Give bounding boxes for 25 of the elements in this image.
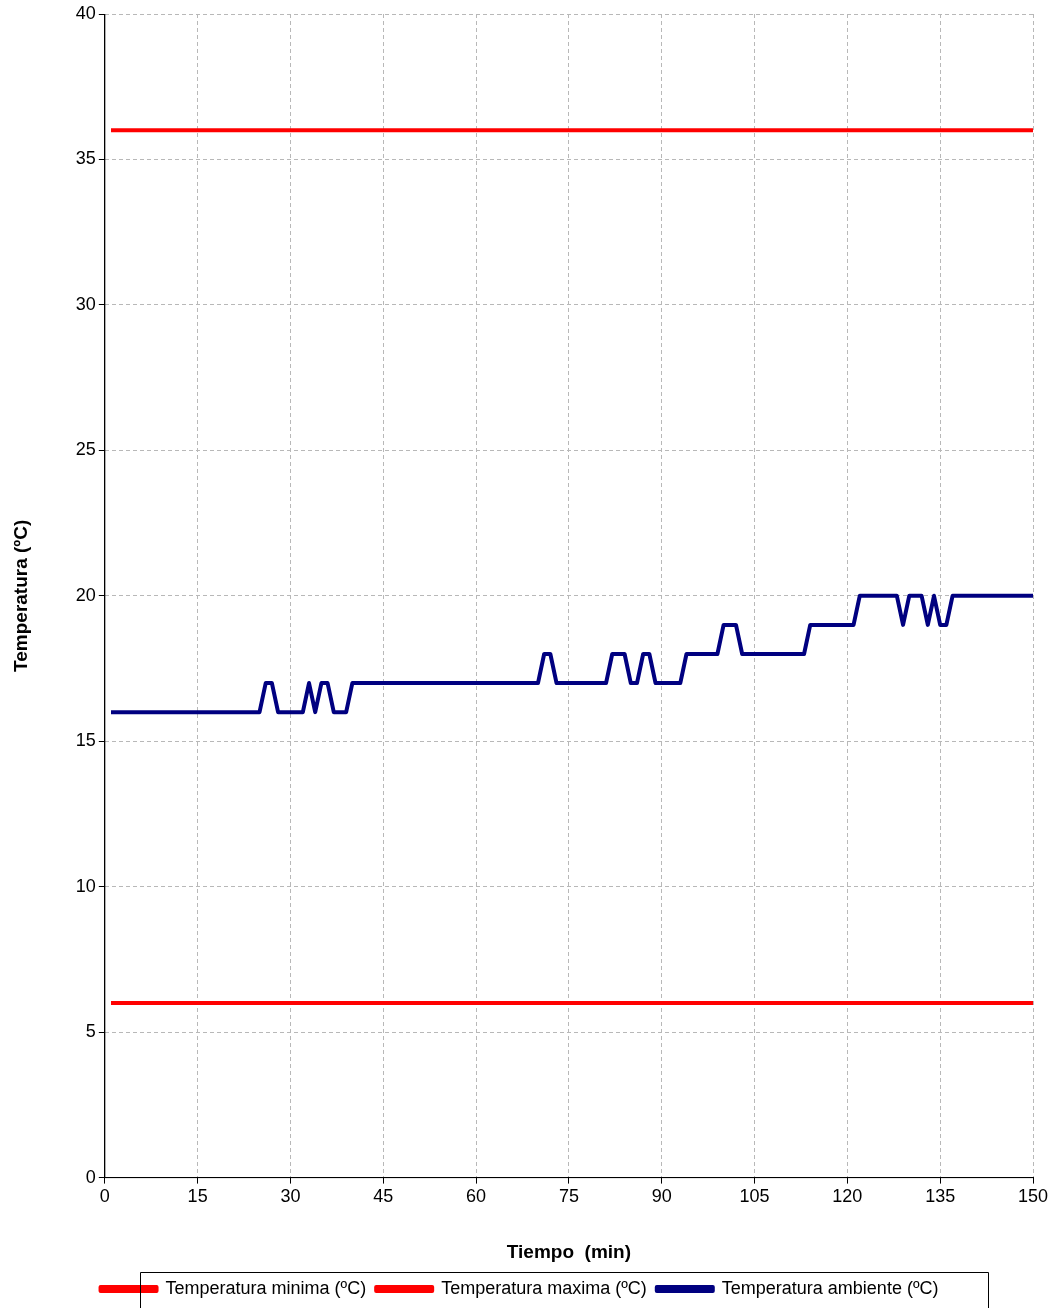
x-tick-label: 0 xyxy=(99,1186,110,1207)
y-tick-label: 40 xyxy=(75,2,96,23)
y-tick-label: 30 xyxy=(75,293,96,314)
x-tick-label: 75 xyxy=(558,1186,579,1207)
x-tick-label: 45 xyxy=(373,1186,394,1207)
x-tick-label: 60 xyxy=(466,1186,487,1207)
y-tick-label: 10 xyxy=(75,875,96,896)
legend-label: Temperatura maxima (ºC) xyxy=(441,1277,647,1298)
x-tick-label: 135 xyxy=(925,1186,956,1207)
y-tick-label: 35 xyxy=(75,148,96,169)
x-tick-label: 15 xyxy=(187,1186,208,1207)
y-axis-title: Temperatura (ºC) xyxy=(9,519,31,672)
x-tick-label: 150 xyxy=(1017,1186,1049,1207)
x-tick-label: 105 xyxy=(739,1186,770,1207)
legend-label: Temperatura ambiente (ºC) xyxy=(721,1277,939,1298)
y-tick-label: 20 xyxy=(75,584,96,605)
y-tick-label: 25 xyxy=(75,439,96,460)
x-tick-label: 30 xyxy=(280,1186,301,1207)
legend-label: Temperatura minima (ºC) xyxy=(165,1277,367,1298)
y-tick-label: 15 xyxy=(75,730,96,751)
y-tick-label: 5 xyxy=(85,1021,96,1042)
x-axis-title: Tiempo (min) xyxy=(506,1240,632,1262)
y-tick-label: 0 xyxy=(85,1166,96,1187)
x-tick-label: 120 xyxy=(832,1186,863,1207)
x-tick-label: 90 xyxy=(651,1186,672,1207)
